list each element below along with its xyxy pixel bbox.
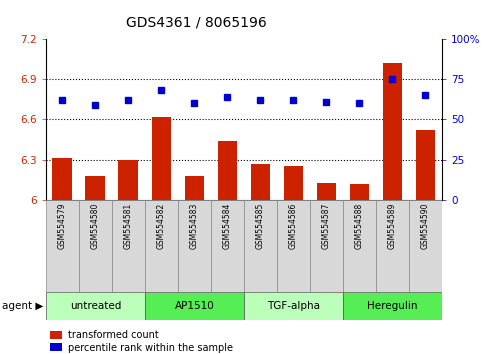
Bar [217,141,237,200]
Bar [316,183,336,200]
Text: untreated: untreated [70,301,121,311]
Text: percentile rank within the sample: percentile rank within the sample [68,343,233,353]
Bar [145,292,244,320]
Bar [244,200,277,292]
Text: GDS4361 / 8065196: GDS4361 / 8065196 [126,16,267,30]
Bar [178,200,211,292]
Text: Heregulin: Heregulin [367,301,418,311]
Text: GSM554579: GSM554579 [58,203,67,249]
Bar [145,200,178,292]
Bar [415,130,435,200]
Bar [284,166,303,200]
Bar [244,292,343,320]
Text: GSM554581: GSM554581 [124,203,133,249]
Bar [211,200,244,292]
Bar [112,200,145,292]
Text: GSM554584: GSM554584 [223,203,232,249]
Bar [277,200,310,292]
Bar [343,292,442,320]
Bar [343,200,376,292]
Text: GSM554590: GSM554590 [421,203,430,249]
Bar [46,292,145,320]
Bar [152,117,171,200]
Bar [85,176,105,200]
Text: GSM554586: GSM554586 [289,203,298,249]
Text: GSM554582: GSM554582 [157,203,166,249]
Bar [50,331,62,338]
Text: GSM554585: GSM554585 [256,203,265,249]
Text: agent ▶: agent ▶ [2,301,44,311]
Bar [53,158,72,200]
Text: TGF-alpha: TGF-alpha [267,301,320,311]
Bar [50,343,62,351]
Bar [350,184,369,200]
Text: GSM554587: GSM554587 [322,203,331,249]
Bar [383,63,402,200]
Bar [118,160,138,200]
Bar [46,200,79,292]
Text: GSM554580: GSM554580 [91,203,100,249]
Bar [376,200,409,292]
Bar [79,200,112,292]
Text: transformed count: transformed count [68,330,158,340]
Bar [310,200,343,292]
Text: GSM554583: GSM554583 [190,203,199,249]
Text: GSM554588: GSM554588 [355,203,364,249]
Text: GSM554589: GSM554589 [388,203,397,249]
Bar [185,176,204,200]
Text: AP1510: AP1510 [174,301,214,311]
Bar [409,200,442,292]
Bar [251,164,270,200]
